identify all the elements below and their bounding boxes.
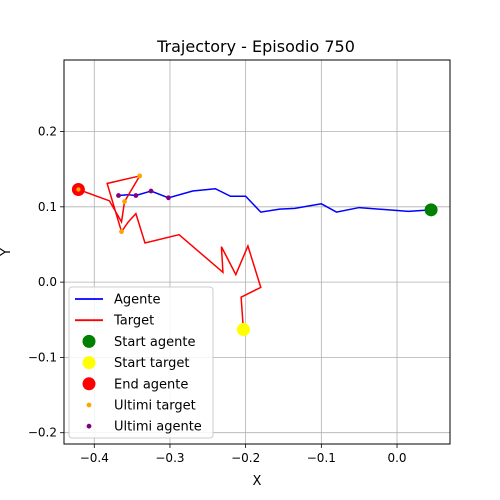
legend-label: Target: [113, 314, 154, 329]
series-lines: [78, 174, 432, 330]
legend-dot-swatch: [86, 402, 92, 408]
legend-label: Start target: [114, 356, 189, 371]
x-tick-label: 0.0: [387, 451, 406, 465]
ultimi-agente-point: [133, 193, 139, 198]
legend-marker-swatch: [82, 377, 96, 391]
legend-label: Ultimi target: [114, 399, 196, 414]
ultimi-agente-point: [166, 195, 171, 201]
legend-label: Agente: [114, 293, 160, 308]
data-points: [71, 173, 438, 337]
y-axis-label: Y: [0, 248, 14, 257]
y-tick-label: −0.1: [28, 350, 57, 364]
plot-frame: [63, 59, 451, 445]
legend-label: Start agente: [114, 335, 195, 350]
series-line-target: [78, 174, 262, 330]
y-axis-ticks: −0.2 −0.1 0.0 0.1 0.2: [28, 125, 64, 440]
ultimi-agente-point: [148, 188, 154, 194]
x-axis-ticks: −0.4 −0.3 −0.2 −0.1 0.0: [80, 444, 407, 465]
y-tick-label: 0.2: [38, 125, 57, 139]
y-tick-label: −0.2: [28, 426, 57, 440]
legend-label: End agente: [114, 377, 188, 392]
legend-box: [68, 286, 214, 439]
series-line-agente: [118, 187, 432, 213]
x-tick-label: −0.2: [231, 451, 260, 465]
ultimi-target-point: [122, 199, 127, 204]
legend: Agente Target Start agente Start target End …: [68, 286, 214, 439]
y-tick-label: 0.0: [38, 275, 57, 289]
legend-marker-swatch: [82, 356, 96, 370]
legend-dot-swatch: [86, 423, 92, 429]
x-tick-label: −0.1: [307, 451, 336, 465]
y-tick-label: 0.1: [38, 200, 57, 214]
start-target-marker: [236, 323, 250, 337]
x-tick-label: −0.4: [80, 451, 109, 465]
chart-title: Trajectory - Episodio 750: [156, 37, 355, 56]
ultimi-target-point: [76, 187, 81, 192]
ultimi-target-point: [137, 173, 143, 179]
x-axis-label: X: [253, 474, 262, 489]
legend-label: Ultimi agente: [114, 420, 202, 435]
legend-marker-swatch: [82, 334, 96, 348]
x-tick-label: −0.3: [155, 451, 184, 465]
start-agente-marker: [424, 203, 438, 217]
ultimi-target-point: [119, 229, 124, 235]
ultimi-agente-point: [116, 193, 121, 198]
